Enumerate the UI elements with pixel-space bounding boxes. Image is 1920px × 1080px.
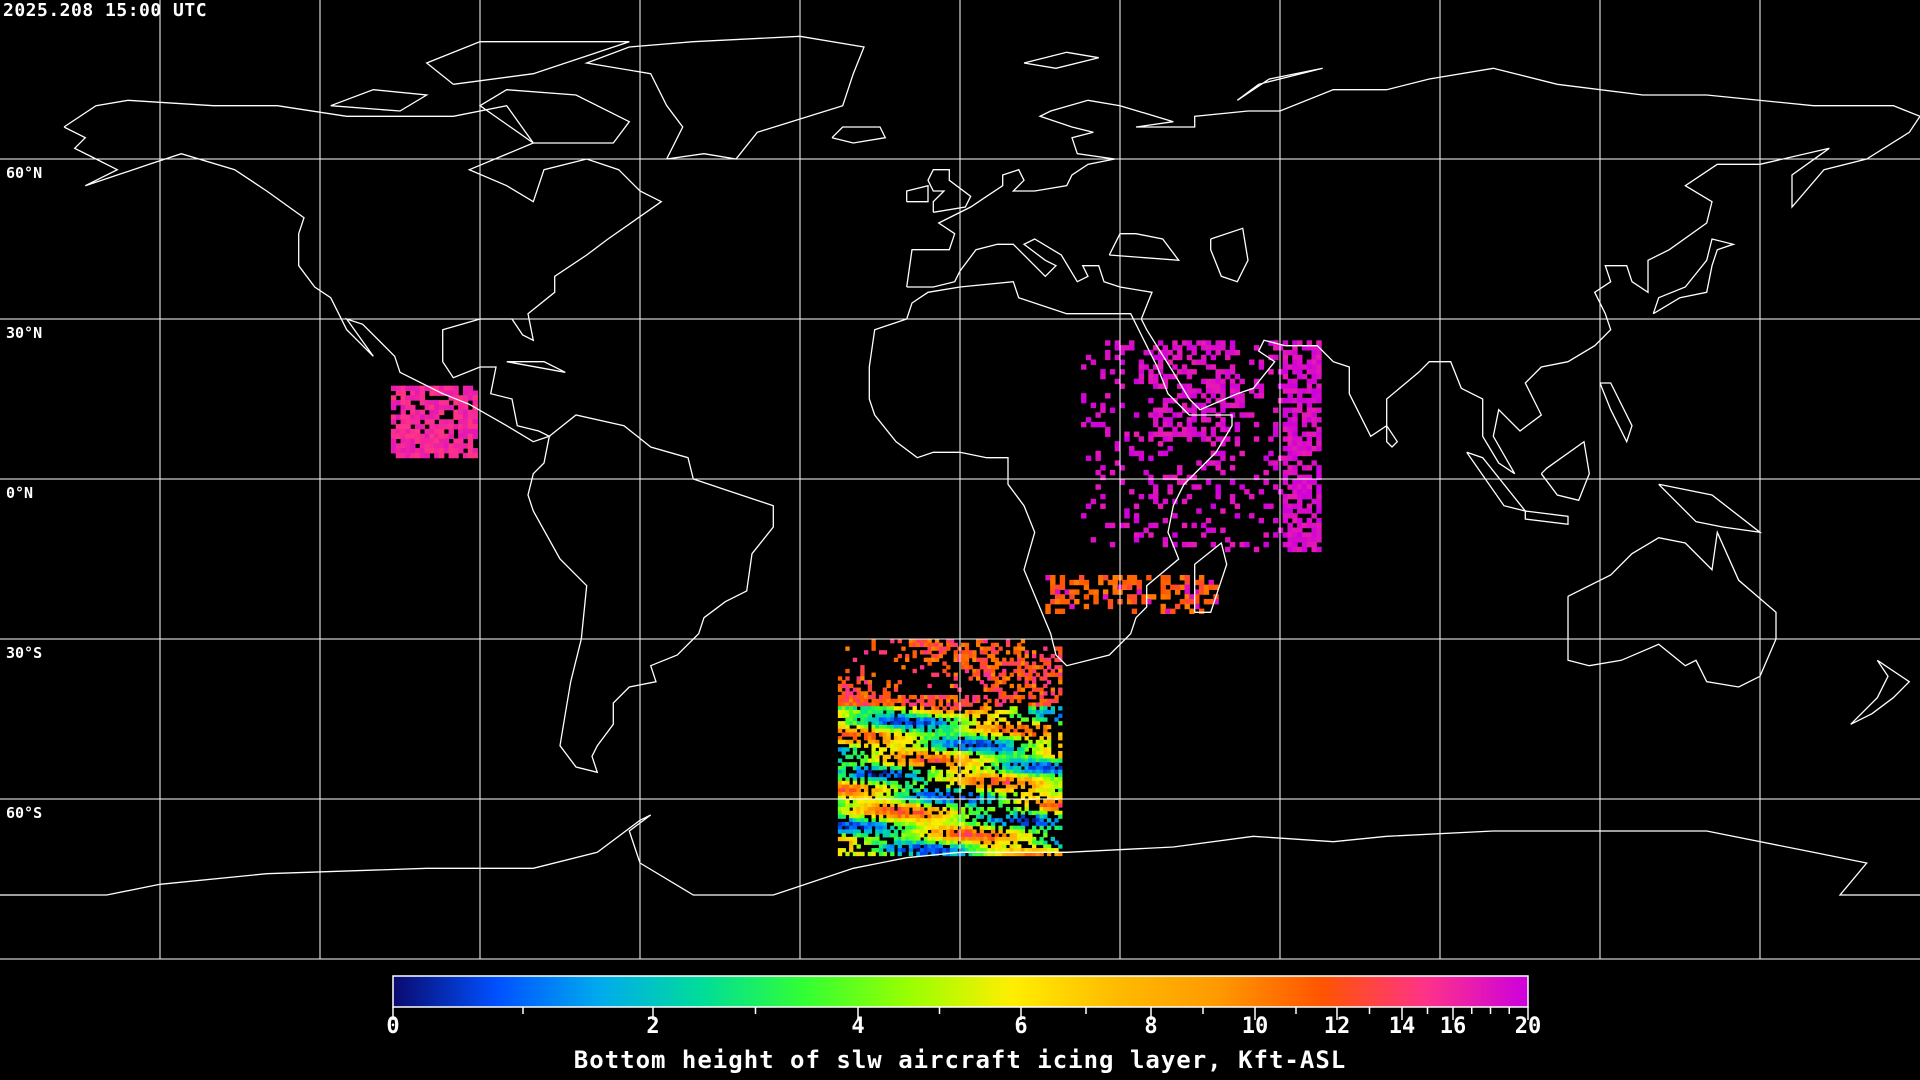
coastline-iceland (831, 126, 887, 144)
coastline-novaya-zemlya (1236, 67, 1323, 101)
coastline-svalbard (1023, 51, 1099, 69)
coastline-new-zealand (1850, 659, 1911, 725)
coastline-sumatra (1466, 451, 1528, 513)
colorbar-tick-label: 20 (1514, 1014, 1542, 1039)
coastline-java (1524, 510, 1569, 526)
coastline-great-britain (927, 169, 972, 213)
colorbar-tick-label: 0 (386, 1014, 400, 1039)
coastline-black-sea (1108, 233, 1181, 262)
colorbar-tick-label: 8 (1144, 1014, 1158, 1039)
icing-patch-south-atlantic (837, 639, 1063, 857)
coastline-borneo (1540, 440, 1590, 502)
coastline-philippines (1599, 382, 1633, 444)
coastline-new-guinea (1658, 483, 1763, 534)
coastline-eurasia (906, 67, 1920, 475)
coastline-ireland (906, 184, 929, 203)
colorbar-tick-label: 2 (646, 1014, 660, 1039)
coastline-madagascar (1194, 541, 1228, 613)
coastline-north-america (63, 99, 663, 443)
coastline-sri-lanka (1386, 425, 1399, 448)
lat-label-30n: 30°N (6, 324, 43, 342)
coastline-baffin-island (478, 89, 631, 144)
lat-label-0n: 0°N (6, 484, 34, 502)
icing-patch-eastern-pacific (390, 385, 478, 459)
colorbar-tick-label: 10 (1241, 1014, 1269, 1039)
coastline-japan (1652, 238, 1736, 315)
icing-patch-southern-africa (1045, 575, 1219, 614)
coastline-ellesmere-island (425, 41, 630, 85)
lat-label-60s: 60°S (6, 804, 43, 822)
icing-patch-east-africa (1081, 340, 1322, 553)
timestamp: 2025.208 15:00 UTC (3, 0, 208, 21)
icing-data-layer (390, 340, 1322, 857)
colorbar-tick-label: 6 (1014, 1014, 1028, 1039)
colorbar-tick-label: 14 (1388, 1014, 1416, 1039)
coastlines (0, 35, 1920, 896)
coastline-greenland (584, 35, 865, 160)
colorbar-gradient (392, 975, 1529, 1008)
coastline-victoria-island (330, 89, 429, 112)
coastline-cuba (506, 361, 566, 373)
colorbar-tick-label: 12 (1323, 1014, 1351, 1039)
colorbar-tick-label: 4 (851, 1014, 865, 1039)
lat-label-60n: 60°N (6, 164, 43, 182)
coastline-africa (868, 281, 1233, 667)
lat-label-30s: 30°S (6, 644, 43, 662)
coastline-australia (1567, 529, 1777, 688)
colorbar-title: Bottom height of slw aircraft icing laye… (573, 1046, 1347, 1074)
colorbar-tick-label: 16 (1439, 1014, 1467, 1039)
coastline-caspian-sea (1210, 227, 1249, 283)
coastline-south-america (527, 414, 774, 774)
colorbar (392, 975, 1529, 1020)
graticule (0, 0, 1920, 960)
